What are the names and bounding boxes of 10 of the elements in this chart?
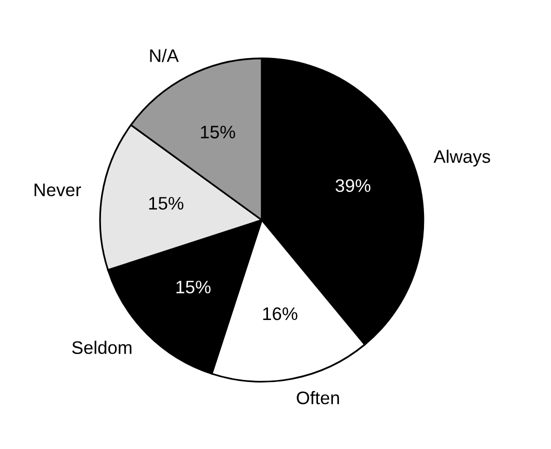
data-label: 15% <box>201 126 236 138</box>
slice-label: Seldom <box>72 340 132 354</box>
data-label: 15% <box>176 280 211 294</box>
slice-label: Often <box>296 391 339 404</box>
slice-label: Never <box>34 184 82 196</box>
data-label: 39% <box>336 179 370 192</box>
data-label: 15% <box>149 196 184 210</box>
data-label: 16% <box>263 307 298 320</box>
slice-label: N/A <box>150 48 179 62</box>
slice-label: Always <box>434 150 490 167</box>
